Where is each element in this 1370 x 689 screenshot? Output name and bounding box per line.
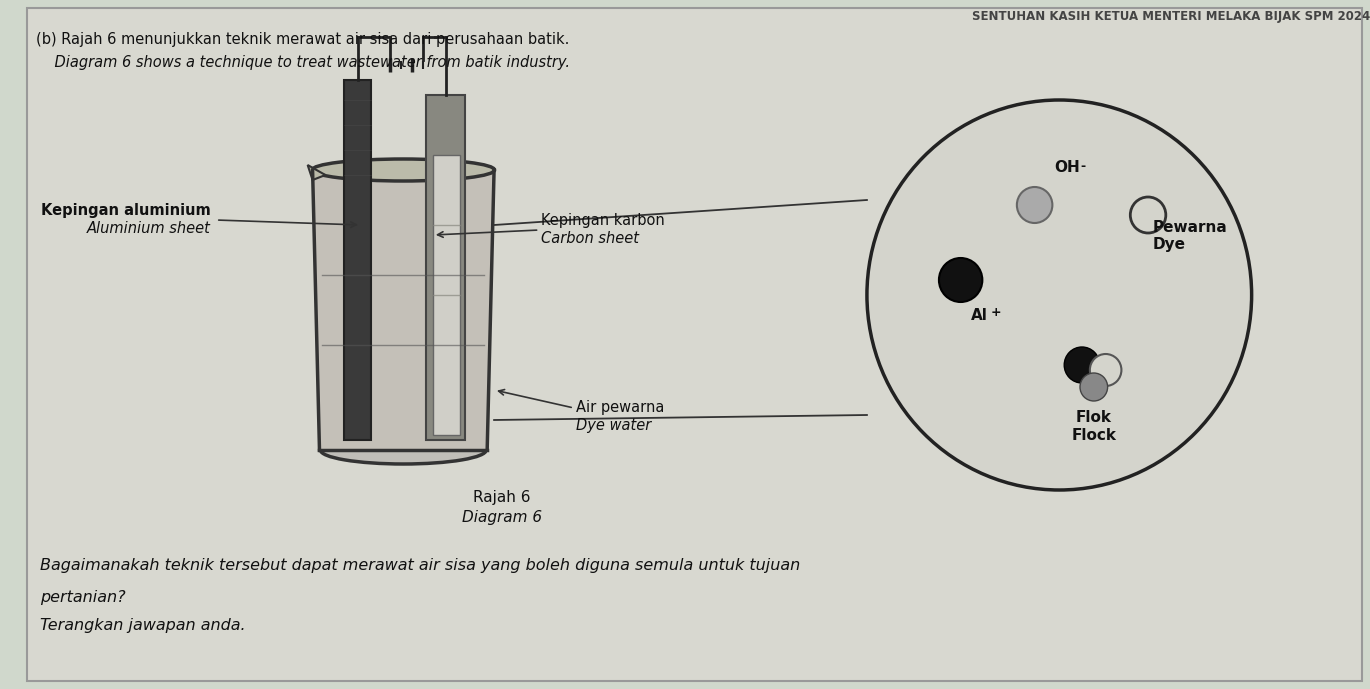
Text: Air pewarna: Air pewarna [575, 400, 664, 415]
Text: Carbon sheet: Carbon sheet [541, 231, 640, 245]
Circle shape [1080, 373, 1107, 401]
Ellipse shape [321, 436, 486, 464]
Polygon shape [308, 165, 326, 180]
Text: Kepingan karbon: Kepingan karbon [541, 212, 666, 227]
Polygon shape [426, 95, 466, 440]
Text: (b) Rajah 6 menunjukkan teknik merawat air sisa dari perusahaan batik.: (b) Rajah 6 menunjukkan teknik merawat a… [37, 32, 570, 47]
Text: OH: OH [1055, 160, 1080, 175]
Text: Bagaimanakah teknik tersebut dapat merawat air sisa yang boleh diguna semula unt: Bagaimanakah teknik tersebut dapat meraw… [40, 558, 800, 573]
Circle shape [1091, 354, 1122, 386]
FancyBboxPatch shape [26, 8, 1362, 681]
Text: Dye water: Dye water [575, 418, 651, 433]
Circle shape [1017, 187, 1052, 223]
Circle shape [867, 100, 1252, 490]
Text: Kepingan aluminium: Kepingan aluminium [41, 203, 211, 218]
Text: Rajah 6: Rajah 6 [473, 490, 530, 505]
Text: Diagram 6 shows a technique to treat wastewater from batik industry.: Diagram 6 shows a technique to treat was… [37, 55, 570, 70]
Text: Pewarna: Pewarna [1154, 220, 1228, 235]
Text: -: - [1080, 160, 1085, 173]
Polygon shape [344, 80, 371, 440]
Text: Dye: Dye [1154, 237, 1186, 252]
Circle shape [1064, 347, 1100, 383]
Circle shape [938, 258, 982, 302]
Ellipse shape [312, 159, 495, 181]
Text: SENTUHAN KASIH KETUA MENTERI MELAKA BIJAK SPM 2024: SENTUHAN KASIH KETUA MENTERI MELAKA BIJA… [971, 10, 1370, 23]
Text: +: + [991, 306, 1001, 319]
Text: Aluminium sheet: Aluminium sheet [88, 220, 211, 236]
Text: Flok: Flok [1075, 410, 1112, 425]
Polygon shape [433, 155, 459, 435]
Circle shape [1130, 197, 1166, 233]
Text: Terangkan jawapan anda.: Terangkan jawapan anda. [40, 618, 247, 633]
Text: pertanian?: pertanian? [40, 590, 126, 605]
Text: Diagram 6: Diagram 6 [462, 510, 543, 525]
Text: Flock: Flock [1071, 428, 1117, 443]
Text: Al: Al [970, 308, 988, 323]
Polygon shape [312, 170, 495, 450]
